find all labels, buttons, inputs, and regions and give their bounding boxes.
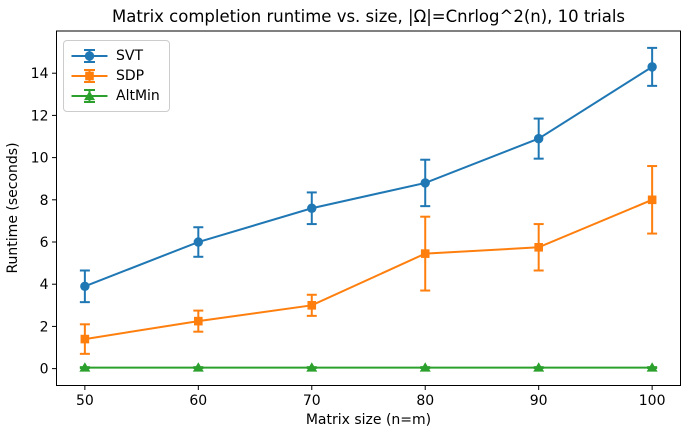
y-axis-label: Runtime (seconds) [5, 142, 21, 274]
y-tick-label: 0 [40, 362, 49, 378]
sdp-marker-icon [80, 334, 90, 344]
x-tick-label: 100 [639, 393, 666, 409]
altmin-marker-icon [192, 362, 204, 372]
sdp-legend-marker-glyph [85, 71, 94, 81]
altmin-marker-icon [533, 362, 545, 372]
y-tick-label: 14 [31, 66, 49, 82]
legend-label-sdp: SDP [116, 68, 145, 84]
legend-label-altmin: AltMin [116, 88, 160, 104]
series-line-svt [84, 66, 653, 288]
y-tick-label: 2 [40, 319, 49, 335]
x-tick-label: 60 [189, 393, 207, 409]
altmin-marker-icon [306, 362, 318, 372]
legend-item-altmin: AltMin [71, 86, 160, 106]
svt-marker-icon [533, 133, 544, 144]
sdp-marker-icon [194, 316, 203, 326]
altmin-marker-icon [419, 362, 431, 372]
series-line-sdp [84, 198, 653, 341]
y-tick-label: 12 [31, 108, 49, 124]
altmin-legend-marker-icon [71, 89, 108, 103]
x-axis-label: Matrix size (n=m) [305, 412, 432, 428]
x-tick-label: 50 [76, 393, 94, 409]
sdp-marker-icon [307, 301, 317, 310]
sdp-marker-icon [647, 195, 657, 205]
legend-label-svt: SVT [116, 48, 144, 64]
plot-border [56, 30, 681, 386]
chart-title: Matrix completion runtime vs. size, |Ω|=… [111, 7, 626, 26]
axis-ticks: 50 60 70 80 90 100 0 2 4 6 8 10 12 14 [31, 66, 666, 409]
legend-item-svt: SVT [71, 46, 160, 66]
x-tick-label: 90 [530, 393, 548, 409]
sdp-legend-marker-icon [71, 69, 108, 83]
sdp-marker-icon [534, 242, 543, 252]
series-altmin [79, 362, 658, 372]
series-sdp [79, 165, 658, 355]
x-tick-label: 80 [416, 393, 434, 409]
y-tick-label: 8 [40, 193, 49, 209]
svt-marker-icon [647, 62, 657, 72]
altmin-marker-icon [79, 362, 91, 372]
y-tick-label: 10 [31, 151, 49, 167]
svt-marker-icon [193, 237, 204, 247]
altmin-marker-icon [646, 362, 658, 372]
series-svt [79, 46, 658, 304]
altmin-legend-marker-glyph [84, 90, 95, 101]
svt-legend-marker-icon [71, 49, 108, 63]
svt-marker-icon [420, 178, 430, 188]
y-tick-label: 6 [40, 235, 49, 251]
svt-marker-icon [307, 203, 317, 213]
svt-legend-marker-glyph [84, 51, 95, 61]
legend-item-sdp: SDP [71, 66, 160, 86]
x-tick-label: 70 [303, 393, 321, 409]
legend: SVT SDP AltMin [63, 40, 170, 112]
svt-marker-icon [80, 281, 90, 292]
sdp-marker-icon [420, 249, 430, 258]
y-tick-label: 4 [40, 277, 49, 293]
